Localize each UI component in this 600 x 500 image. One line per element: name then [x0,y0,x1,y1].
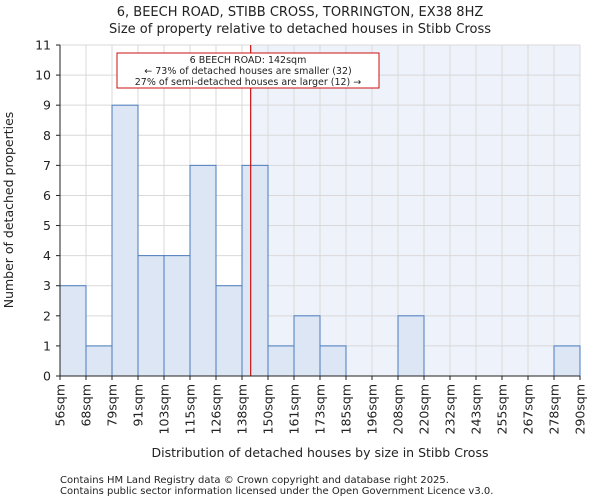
y-tick-label: 9 [43,98,51,113]
x-tick-label: 185sqm [339,384,354,434]
annotation-line2: ← 73% of detached houses are smaller (32… [144,66,351,77]
x-tick-label: 255sqm [495,384,510,434]
annotation-box: 6 BEECH ROAD: 142sqm ← 73% of detached h… [116,52,380,89]
x-tick-label: 56sqm [53,384,68,427]
y-tick-label: 6 [43,188,51,203]
y-tick-label: 7 [43,158,51,173]
y-ticks: 0 1 2 3 4 5 6 7 8 9 10 11 [35,38,60,384]
x-axis-label: Distribution of detached houses by size … [152,445,489,460]
x-ticks: 56sqm 68sqm 79sqm 91sqm 103sqm 115sqm 126sqm 13… [53,376,588,434]
x-tick-label: 115sqm [183,384,198,434]
bar-56sqm [59,285,87,377]
bar-150sqm [267,345,295,377]
y-tick-label: 0 [43,369,51,384]
x-tick-label: 126sqm [209,384,224,434]
x-tick-label: 79sqm [105,384,120,427]
annotation-line1: 6 BEECH ROAD: 142sqm [190,55,307,66]
bar-161sqm [293,315,321,377]
chart-title-line1: 6, BEECH ROAD, STIBB CROSS, TORRINGTON, … [117,5,484,20]
x-tick-label: 103sqm [157,384,172,434]
y-tick-label: 1 [43,338,51,353]
x-tick-label: 267sqm [521,384,536,434]
bar-173sqm [319,345,347,377]
x-tick-label: 196sqm [365,384,380,434]
x-tick-label: 150sqm [261,384,276,434]
chart-title-line2: Size of property relative to detached ho… [109,22,491,37]
y-tick-label: 10 [35,68,51,83]
bar-278sqm [553,345,581,377]
x-tick-label: 138sqm [235,384,250,434]
x-tick-label: 68sqm [79,384,94,427]
footer-line1: Contains HM Land Registry data © Crown c… [60,475,449,486]
x-tick-label: 173sqm [313,384,328,434]
x-tick-label: 290sqm [573,384,588,434]
x-tick-label: 243sqm [469,384,484,434]
y-tick-label: 2 [43,308,51,323]
y-axis-label: Number of detached properties [1,112,16,309]
bar-103sqm [163,255,191,377]
x-tick-label: 278sqm [547,384,562,434]
annotation-line3: 27% of semi-detached houses are larger (… [135,77,362,88]
bars [59,104,581,377]
x-tick-label: 232sqm [443,384,458,434]
x-tick-label: 220sqm [417,384,432,434]
y-tick-label: 8 [43,128,51,143]
bar-126sqm [215,285,243,377]
bar-91sqm [137,255,165,377]
bar-138sqm [241,164,269,377]
y-tick-label: 11 [35,38,51,53]
x-tick-label: 91sqm [131,384,146,427]
bar-68sqm [85,345,113,377]
y-tick-label: 3 [43,278,51,293]
bar-115sqm [189,164,217,377]
y-tick-label: 4 [43,248,51,263]
y-tick-label: 5 [43,218,51,233]
x-tick-label: 208sqm [391,384,406,434]
footer-line2: Contains public sector information licen… [60,486,493,497]
bar-208sqm [397,315,425,377]
bar-79sqm [111,104,139,377]
x-tick-label: 161sqm [287,384,302,434]
